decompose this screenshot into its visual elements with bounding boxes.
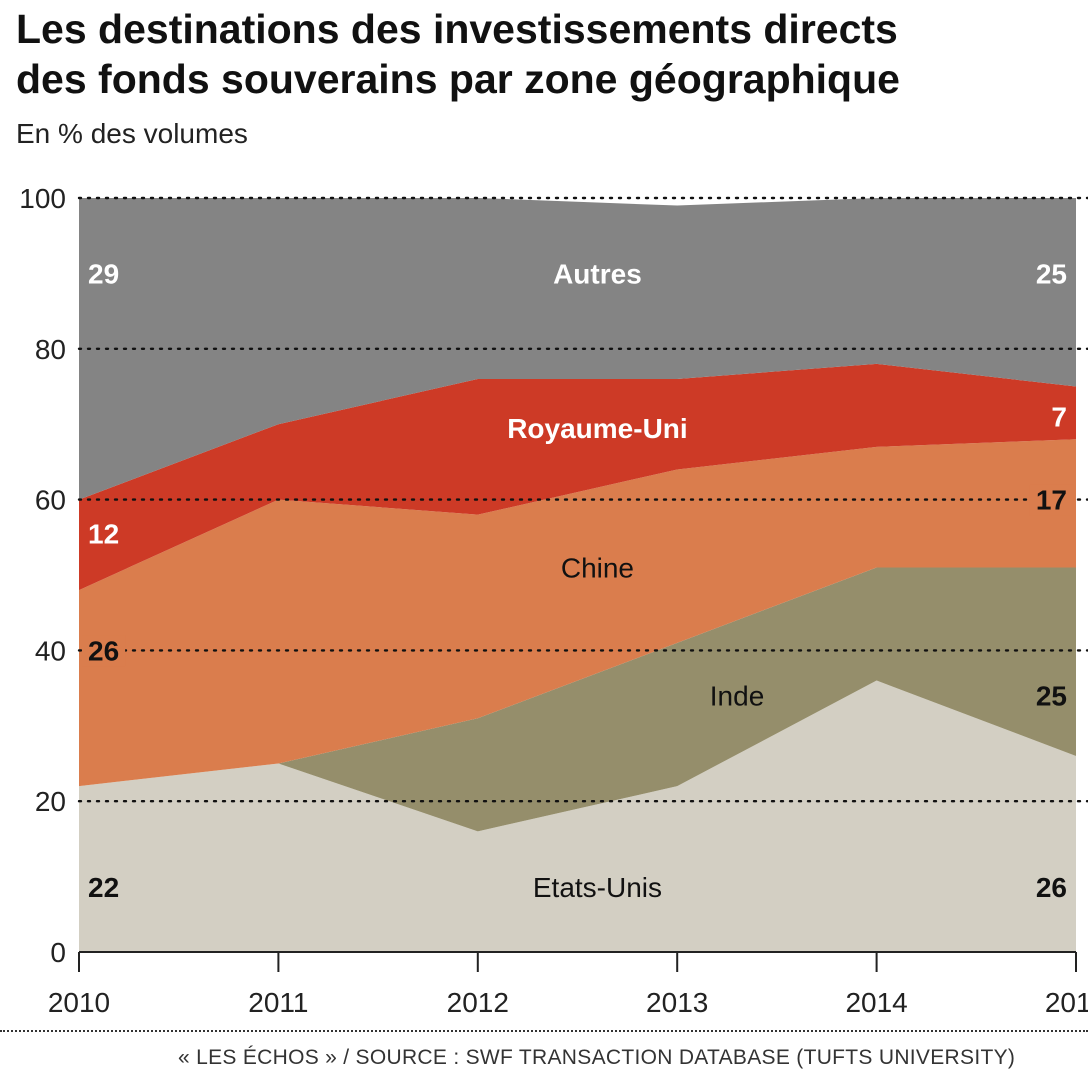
y-tick-label-bg — [17, 181, 68, 216]
area-inde — [79, 567, 1076, 832]
y-tick-label: 0 — [50, 937, 66, 968]
x-tick-label: 2011 — [248, 987, 308, 1018]
data-label: Etats-Unis — [533, 872, 662, 903]
x-tick-label: 2014 — [845, 987, 907, 1018]
y-tick-label: 80 — [35, 334, 66, 365]
data-label: 12 — [88, 519, 119, 550]
data-label: 26 — [1036, 872, 1067, 903]
data-label: Inde — [710, 681, 765, 712]
data-label: 29 — [88, 258, 119, 289]
y-tick-label: 100 — [19, 183, 66, 214]
data-label: 17 — [1036, 485, 1067, 516]
y-tick-label-bg — [32, 784, 68, 820]
footer-divider — [0, 1030, 1088, 1032]
source-note: « LES ÉCHOS » / SOURCE : SWF TRANSACTION… — [178, 1046, 1016, 1069]
chart-subtitle: En % des volumes — [16, 118, 248, 149]
x-tick-label: 2015 — [1045, 987, 1088, 1018]
stacked-area-chart: 0 20 40 60 80 100 2010 2011 2012 2013 2014 2015 29 Au… — [17, 181, 1088, 1018]
y-tick-label: 20 — [35, 786, 66, 817]
area-autres — [79, 198, 1076, 500]
x-tick-label: 2012 — [447, 987, 509, 1018]
y-tick-label: 40 — [35, 635, 66, 666]
data-label: Chine — [561, 552, 634, 583]
data-label-bg — [82, 635, 126, 667]
y-tick-label: 60 — [35, 485, 66, 516]
data-label: Autres — [553, 258, 642, 289]
area-etats-unis — [79, 680, 1076, 952]
y-tick-label-bg — [32, 331, 68, 367]
chart-title: Les destinations des investissements dir… — [16, 4, 1076, 104]
y-tick-label-bg — [32, 482, 68, 518]
chart-title-line-1: Les destinations des investissements dir… — [16, 6, 898, 52]
data-label: 25 — [1036, 681, 1067, 712]
x-tick-label: 2010 — [48, 987, 110, 1018]
area-royaume-uni — [79, 363, 1076, 591]
data-label: 26 — [88, 635, 119, 666]
data-label: Royaume-Uni — [507, 413, 687, 444]
data-label: 7 — [1051, 402, 1067, 433]
y-tick-label-bg — [32, 633, 68, 669]
x-tick-label: 2013 — [646, 987, 708, 1018]
chart-title-line-2: des fonds souverains par zone géographiq… — [16, 56, 900, 102]
data-label: 22 — [88, 872, 119, 903]
data-label: 25 — [1036, 258, 1067, 289]
y-tick-label-bg — [48, 935, 68, 970]
data-label-bg — [1029, 484, 1073, 516]
area-chine — [79, 439, 1076, 787]
